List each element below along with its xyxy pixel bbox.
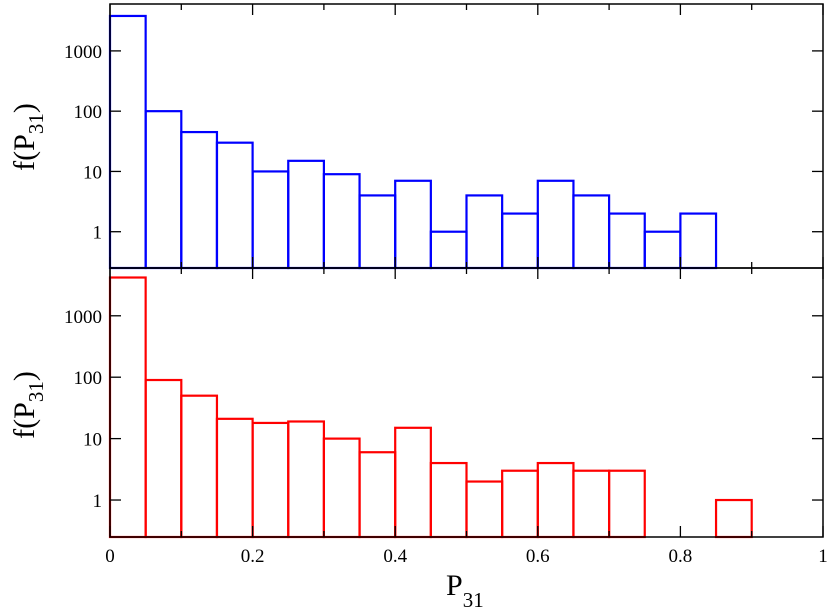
top-histogram-bar — [643, 230, 682, 270]
bottom-histogram-bar — [501, 469, 539, 539]
top-y-axis-label-close: ) — [8, 103, 41, 113]
bottom-histogram-bar — [714, 498, 753, 539]
bottom-histogram-bar — [465, 480, 504, 539]
top-histogram-panel: 1 10 100 1000 — [64, 3, 824, 270]
bottom-y-axis-label: f(P31) — [8, 371, 48, 439]
x-axis-tick-labels: 0 0.2 0.4 0.6 0.8 1 — [105, 546, 828, 567]
bottom-y-axis-label-close: ) — [8, 371, 41, 381]
bottom-y-tick-label: 10 — [83, 430, 102, 451]
bottom-histogram-bar — [607, 469, 646, 539]
top-histogram-bar — [180, 130, 219, 270]
top-histogram-bar — [108, 14, 147, 270]
x-tick-label: 0.4 — [383, 546, 407, 567]
bottom-histogram-bar — [358, 451, 397, 539]
bottom-histogram-bar — [215, 417, 254, 539]
bottom-histogram-bar — [572, 469, 611, 539]
top-histogram-bar — [607, 212, 646, 270]
bottom-y-tick-label: 1 — [93, 491, 103, 512]
top-histogram-bar — [429, 230, 468, 270]
bottom-y-axis-label-subscript: 31 — [24, 381, 48, 402]
top-y-tick-label: 10 — [83, 162, 102, 183]
top-y-tick-label: 1 — [93, 223, 103, 244]
x-tick-label: 0.2 — [241, 546, 265, 567]
top-y-axis-label-main: f(P — [8, 134, 41, 171]
top-histogram-bar — [144, 110, 183, 270]
bottom-histogram-bar — [394, 426, 432, 539]
bottom-histogram-bar — [251, 421, 290, 539]
top-histogram-bar — [394, 179, 432, 270]
bottom-histogram-bar — [536, 461, 575, 539]
x-axis-label-main: P — [446, 569, 463, 602]
top-histogram-bar — [572, 194, 611, 270]
bottom-histogram-bar — [180, 394, 219, 539]
x-tick-label: 0.6 — [526, 546, 550, 567]
top-histogram-bar — [215, 141, 254, 270]
top-histogram-bar — [465, 194, 504, 270]
top-y-axis-label: f(P31) — [8, 103, 48, 171]
top-histogram-bar — [287, 159, 326, 270]
top-histogram-bar — [679, 212, 718, 270]
x-axis-label-subscript: 31 — [463, 588, 484, 612]
bottom-histogram-panel: 1 10 100 1000 — [64, 267, 824, 539]
bottom-y-tick-label: 100 — [74, 368, 103, 389]
x-tick-label: 0.8 — [669, 546, 693, 567]
bottom-histogram-bar — [144, 378, 183, 539]
top-y-axis-label-subscript: 31 — [24, 113, 48, 134]
bottom-y-tick-label: 1000 — [64, 307, 102, 328]
top-histogram-bar — [536, 179, 575, 270]
top-y-tick-label: 100 — [74, 102, 103, 123]
x-tick-label: 0 — [105, 546, 115, 567]
bottom-histogram-bar — [322, 437, 361, 539]
bottom-plot-frame — [109, 267, 824, 538]
x-axis-label: P31 — [446, 569, 484, 612]
x-tick-label: 1 — [818, 546, 828, 567]
bottom-histogram-bar — [287, 420, 326, 539]
top-histogram-bar — [501, 212, 539, 270]
top-histogram-bar — [322, 173, 361, 270]
top-histogram-bar — [358, 194, 397, 270]
top-y-tick-label: 1000 — [64, 42, 102, 63]
bottom-y-axis-label-main: f(P — [8, 402, 41, 439]
bottom-histogram-bar — [429, 461, 468, 539]
top-histogram-bar — [251, 170, 290, 270]
